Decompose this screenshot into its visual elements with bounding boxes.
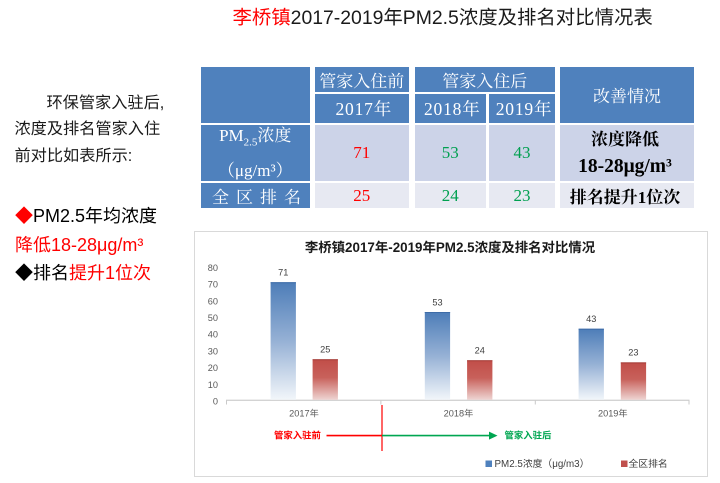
svg-text:0: 0 <box>212 397 217 407</box>
svg-text:43: 43 <box>586 314 596 324</box>
svg-text:80: 80 <box>207 263 217 273</box>
svg-text:25: 25 <box>320 345 330 355</box>
svg-text:60: 60 <box>207 296 217 306</box>
svg-text:管家入驻前: 管家入驻前 <box>273 429 320 440</box>
svg-text:PM2.5浓度（μg/m3）: PM2.5浓度（μg/m3） <box>494 458 589 470</box>
svg-text:李桥镇2017年-2019年PM2.5浓度及排名对比情况: 李桥镇2017年-2019年PM2.5浓度及排名对比情况 <box>304 240 595 255</box>
svg-text:2019年: 2019年 <box>597 408 627 418</box>
svg-text:70: 70 <box>207 280 217 290</box>
svg-text:20: 20 <box>207 363 217 373</box>
svg-text:71: 71 <box>278 268 288 278</box>
svg-text:23: 23 <box>628 348 638 358</box>
svg-text:40: 40 <box>207 330 217 340</box>
svg-text:2018年: 2018年 <box>443 408 473 418</box>
svg-text:全区排名: 全区排名 <box>628 458 667 470</box>
svg-text:53: 53 <box>432 297 442 307</box>
svg-text:2017年: 2017年 <box>289 408 319 418</box>
svg-text:10: 10 <box>207 380 217 390</box>
svg-text:管家入驻后: 管家入驻后 <box>504 429 552 440</box>
svg-text:30: 30 <box>207 346 217 356</box>
svg-text:50: 50 <box>207 313 217 323</box>
svg-text:24: 24 <box>474 346 484 356</box>
